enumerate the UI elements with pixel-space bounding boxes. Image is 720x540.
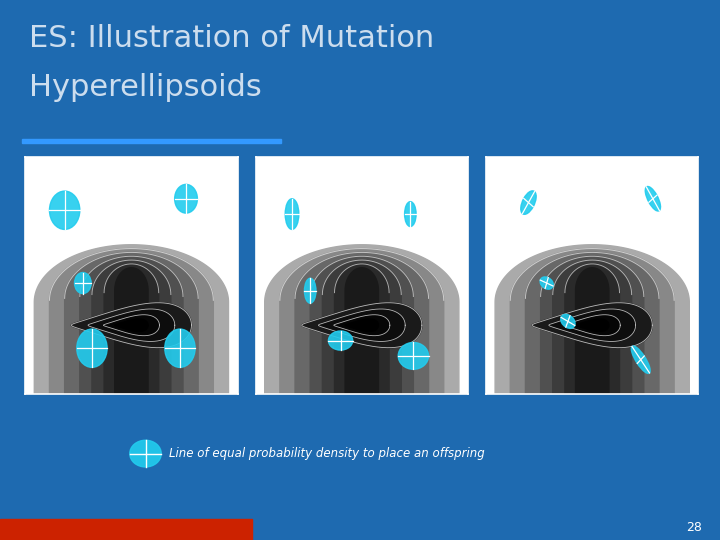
Polygon shape (564, 315, 620, 336)
Ellipse shape (285, 199, 299, 230)
Polygon shape (334, 315, 390, 336)
Polygon shape (553, 260, 631, 463)
Polygon shape (302, 303, 422, 348)
Ellipse shape (305, 278, 316, 303)
Polygon shape (80, 256, 183, 463)
Polygon shape (323, 260, 401, 463)
Polygon shape (104, 264, 158, 463)
Polygon shape (114, 268, 148, 463)
Text: Line of equal probability density to place an offspring: Line of equal probability density to pla… (168, 447, 485, 460)
Polygon shape (335, 264, 389, 463)
Ellipse shape (328, 331, 353, 350)
Polygon shape (549, 309, 636, 341)
Polygon shape (65, 252, 198, 463)
Polygon shape (495, 245, 689, 463)
Polygon shape (280, 248, 444, 463)
Ellipse shape (398, 342, 428, 369)
Polygon shape (318, 309, 405, 341)
Polygon shape (265, 245, 459, 463)
Polygon shape (88, 309, 175, 341)
Polygon shape (345, 268, 379, 463)
Polygon shape (295, 252, 428, 463)
Polygon shape (345, 319, 379, 332)
Ellipse shape (521, 191, 536, 214)
Polygon shape (532, 303, 652, 348)
Ellipse shape (540, 277, 553, 289)
Polygon shape (114, 319, 148, 332)
Polygon shape (575, 319, 609, 332)
Ellipse shape (645, 186, 660, 211)
Bar (22, 139, 281, 143)
Ellipse shape (77, 329, 107, 367)
Polygon shape (310, 256, 413, 463)
Ellipse shape (130, 440, 161, 467)
Polygon shape (575, 268, 609, 463)
Polygon shape (92, 260, 171, 463)
Polygon shape (510, 248, 674, 463)
Polygon shape (541, 256, 644, 463)
Bar (0, 519, 252, 540)
Ellipse shape (405, 201, 416, 227)
Polygon shape (526, 252, 659, 463)
Ellipse shape (50, 191, 80, 230)
Text: 28: 28 (686, 521, 702, 534)
Polygon shape (35, 245, 228, 463)
Ellipse shape (74, 273, 91, 294)
Ellipse shape (561, 314, 575, 328)
Polygon shape (104, 315, 159, 336)
Text: ES: Illustration of Mutation: ES: Illustration of Mutation (29, 24, 434, 53)
Polygon shape (50, 248, 213, 463)
Polygon shape (71, 303, 192, 348)
Ellipse shape (165, 329, 195, 367)
Polygon shape (565, 264, 619, 463)
Ellipse shape (631, 346, 650, 374)
Text: Hyperellipsoids: Hyperellipsoids (29, 73, 261, 102)
Ellipse shape (175, 184, 197, 213)
